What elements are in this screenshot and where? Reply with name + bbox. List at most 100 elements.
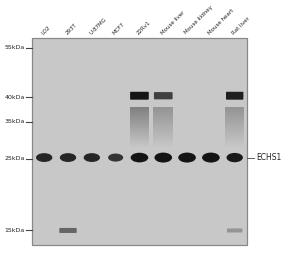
Bar [130,140,149,141]
Bar [153,139,173,140]
Bar [153,128,173,129]
Bar [130,110,149,111]
Bar [225,142,245,143]
Text: Rat liver: Rat liver [231,16,251,35]
Text: Mouse liver: Mouse liver [160,10,185,35]
Ellipse shape [83,153,100,162]
Bar [153,144,173,145]
Bar [130,124,149,125]
Bar [130,141,149,142]
Bar [225,115,245,116]
Bar [130,123,149,124]
Bar [130,137,149,138]
Bar [153,110,173,111]
Bar [153,137,173,138]
Bar [130,111,149,112]
Bar [130,145,149,146]
Bar [225,139,245,140]
Ellipse shape [178,153,196,163]
Bar [130,144,149,145]
Bar [225,112,245,113]
Bar [153,131,173,132]
Bar [225,128,245,129]
Bar [225,125,245,126]
Bar [153,107,173,108]
Bar [130,146,149,147]
Text: Mouse heart: Mouse heart [207,7,235,35]
Bar [130,134,149,135]
FancyBboxPatch shape [227,228,242,233]
Bar [225,127,245,128]
Bar [153,114,173,115]
Bar [153,108,173,109]
Bar [225,146,245,147]
Bar [153,138,173,139]
Text: 40kDa: 40kDa [4,95,25,100]
Ellipse shape [60,153,76,162]
FancyBboxPatch shape [154,92,173,99]
Text: ECHS1: ECHS1 [257,153,282,162]
Bar [225,141,245,142]
Ellipse shape [226,153,243,162]
Bar [153,141,173,142]
Bar [130,129,149,130]
Text: U-87MG: U-87MG [88,16,107,35]
Bar [130,133,149,134]
Bar [153,124,173,125]
Bar [153,111,173,112]
Bar [225,118,245,119]
Bar [153,134,173,135]
Bar [225,111,245,112]
Bar [130,113,149,114]
Bar [130,112,149,113]
Ellipse shape [36,153,52,162]
Bar [225,136,245,137]
Bar [225,130,245,131]
Bar [153,126,173,127]
Bar [153,117,173,118]
Bar [153,129,173,130]
Bar [153,125,173,126]
FancyBboxPatch shape [59,228,77,233]
Bar [225,114,245,115]
Bar [153,140,173,141]
Bar [153,133,173,134]
Bar [130,139,149,140]
Bar [130,132,149,133]
Bar [153,119,173,120]
Bar [130,138,149,139]
Bar [153,109,173,110]
Bar [225,143,245,144]
Bar [130,127,149,128]
Bar [130,126,149,127]
Bar [153,120,173,121]
Text: 35kDa: 35kDa [4,119,25,124]
Text: 15kDa: 15kDa [5,228,25,233]
Bar [153,122,173,123]
Bar [153,132,173,133]
Ellipse shape [202,153,220,163]
FancyBboxPatch shape [130,92,149,100]
Bar [130,108,149,109]
Text: Mouse kidney: Mouse kidney [184,5,214,35]
Bar [225,137,245,138]
Bar [225,140,245,141]
Bar [130,116,149,117]
Bar [225,132,245,133]
Bar [153,143,173,144]
Bar [225,144,245,145]
Bar [130,109,149,110]
Bar [153,118,173,119]
Bar [153,115,173,116]
Bar [225,109,245,110]
Bar [225,108,245,109]
Bar [130,118,149,119]
Bar [130,131,149,132]
Bar [225,123,245,124]
Bar [153,127,173,128]
Bar [225,122,245,123]
Text: 22Rv1: 22Rv1 [136,19,152,35]
Bar [225,126,245,127]
Bar [130,135,149,136]
Bar [153,116,173,117]
